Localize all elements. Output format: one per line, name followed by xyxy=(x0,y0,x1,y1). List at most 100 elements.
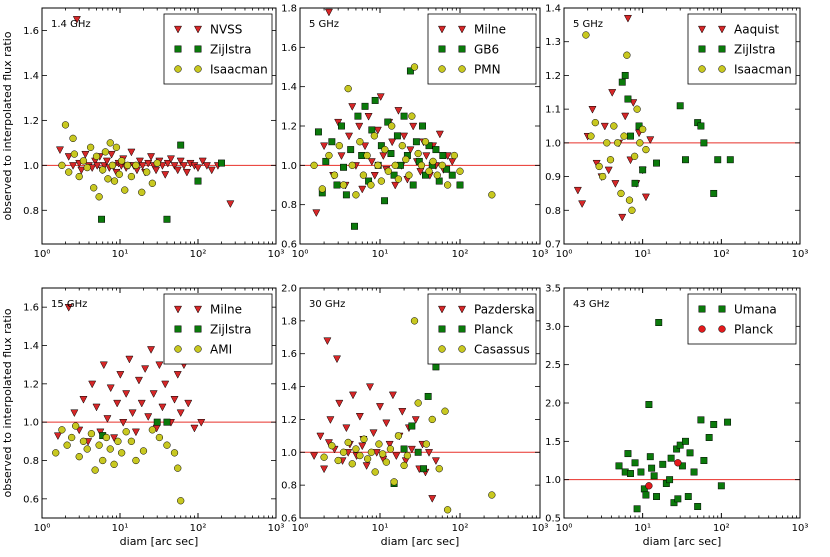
point-nvss xyxy=(207,166,216,175)
point-nvss xyxy=(166,155,175,164)
point-ami xyxy=(102,433,111,442)
y-tick-label: 3.0 xyxy=(545,322,561,333)
point-pmn xyxy=(318,185,326,193)
point-umana xyxy=(694,503,702,510)
point-pazderska xyxy=(342,424,351,433)
panel-frequency-label: 43 GHz xyxy=(573,299,609,310)
point-gb6 xyxy=(412,138,420,146)
point-umana xyxy=(667,454,675,462)
point-ami xyxy=(87,430,96,438)
point-pmn xyxy=(414,149,422,158)
point-umana xyxy=(697,416,705,424)
point-gb6 xyxy=(351,222,358,230)
point-gb6 xyxy=(393,132,401,140)
x-tick-label: 10² xyxy=(190,523,207,534)
data-points xyxy=(55,16,235,223)
point-pmn xyxy=(438,161,446,169)
legend: NVSS Zijlstra Isaacman xyxy=(163,13,273,85)
point-isaacman xyxy=(112,143,121,152)
point-umana xyxy=(642,491,650,499)
y-tick-label: 1.4 xyxy=(281,82,297,93)
legend-marker-casassus xyxy=(458,345,466,353)
point-milne xyxy=(155,361,164,370)
y-tick-label: 0.8 xyxy=(281,200,297,211)
point-milne xyxy=(320,142,329,151)
y-tick-label: 1.1 xyxy=(545,105,561,116)
legend-label-planck: Planck xyxy=(734,323,773,337)
point-ami xyxy=(139,447,148,455)
point-milne xyxy=(324,8,333,17)
point-isaacman xyxy=(90,184,98,192)
point-aaquist xyxy=(604,166,613,175)
point-nvss xyxy=(147,153,156,161)
point-isaacman xyxy=(108,161,117,169)
y-tick-label: 1.8 xyxy=(281,316,297,327)
point-umana xyxy=(682,437,689,445)
x-tick-label: 10³ xyxy=(532,523,549,534)
point-isaacman xyxy=(127,172,136,181)
y-tick-label: 1.4 xyxy=(23,71,39,82)
panel-frequency-label: 15 GHz xyxy=(51,299,87,310)
point-gb6 xyxy=(406,67,414,75)
point-gb6 xyxy=(314,128,322,136)
point-ami xyxy=(114,437,122,445)
y-tick-label: 1.0 xyxy=(23,418,39,429)
point-isaacman xyxy=(123,161,132,169)
point-pmn xyxy=(405,171,413,179)
point-pazderska xyxy=(323,337,332,346)
point-pazderska xyxy=(388,391,397,400)
point-zijlstra xyxy=(153,418,161,426)
point-umana xyxy=(655,319,663,326)
point-pmn xyxy=(348,161,356,169)
point-umana xyxy=(666,476,674,484)
point-nvss xyxy=(64,153,73,161)
point-isaacman xyxy=(153,159,161,167)
point-nvss xyxy=(81,150,90,159)
y-tick-label: 1.0 xyxy=(545,138,561,149)
point-ami xyxy=(155,433,164,442)
legend-marker-zijlstra xyxy=(174,325,182,333)
point-ami xyxy=(148,426,157,434)
point-pmn xyxy=(374,161,382,169)
y-tick-label: 1.6 xyxy=(281,349,297,360)
point-milne xyxy=(149,390,158,398)
point-aaquist xyxy=(623,14,632,23)
legend-label-umana: Umana xyxy=(734,303,777,317)
legend-marker-casassus xyxy=(438,345,446,353)
legend-marker-isaacman xyxy=(194,65,202,73)
point-pmn xyxy=(330,171,339,179)
point-casassus xyxy=(400,461,408,470)
point-gb6 xyxy=(384,118,392,126)
point-milne xyxy=(134,376,143,385)
point-milne xyxy=(122,390,131,398)
x-tick-label: 10³ xyxy=(532,249,549,260)
point-milne xyxy=(348,103,357,111)
point-casassus xyxy=(328,442,336,450)
point-pmn xyxy=(381,145,389,154)
point-aaquist xyxy=(573,186,582,195)
legend-marker-isaacman xyxy=(718,65,726,73)
point-casassus xyxy=(334,456,342,465)
x-tick-label: 10³ xyxy=(268,523,285,534)
x-tick-label: 10¹ xyxy=(112,523,129,534)
point-isaacman xyxy=(636,139,644,147)
point-isaacman xyxy=(118,157,126,165)
y-tick-label: 0.6 xyxy=(281,514,297,525)
legend-label-casassus: Casassus xyxy=(474,343,530,357)
point-umana xyxy=(710,421,718,428)
point-milne xyxy=(367,158,376,166)
point-milne xyxy=(190,424,199,433)
point-pazderska xyxy=(326,416,335,424)
point-ami xyxy=(106,445,114,453)
point-casassus xyxy=(320,453,328,461)
point-aaquist xyxy=(611,180,620,188)
point-isaacman xyxy=(642,145,650,154)
point-umana xyxy=(648,464,656,472)
point-isaacman xyxy=(617,189,625,198)
y-tick-label: 1.2 xyxy=(545,71,561,82)
point-aaquist xyxy=(608,89,617,97)
point-gb6 xyxy=(354,112,362,120)
point-ami xyxy=(127,437,136,445)
point-pmn xyxy=(363,151,371,160)
x-tick-label: 10⁰ xyxy=(34,523,51,534)
